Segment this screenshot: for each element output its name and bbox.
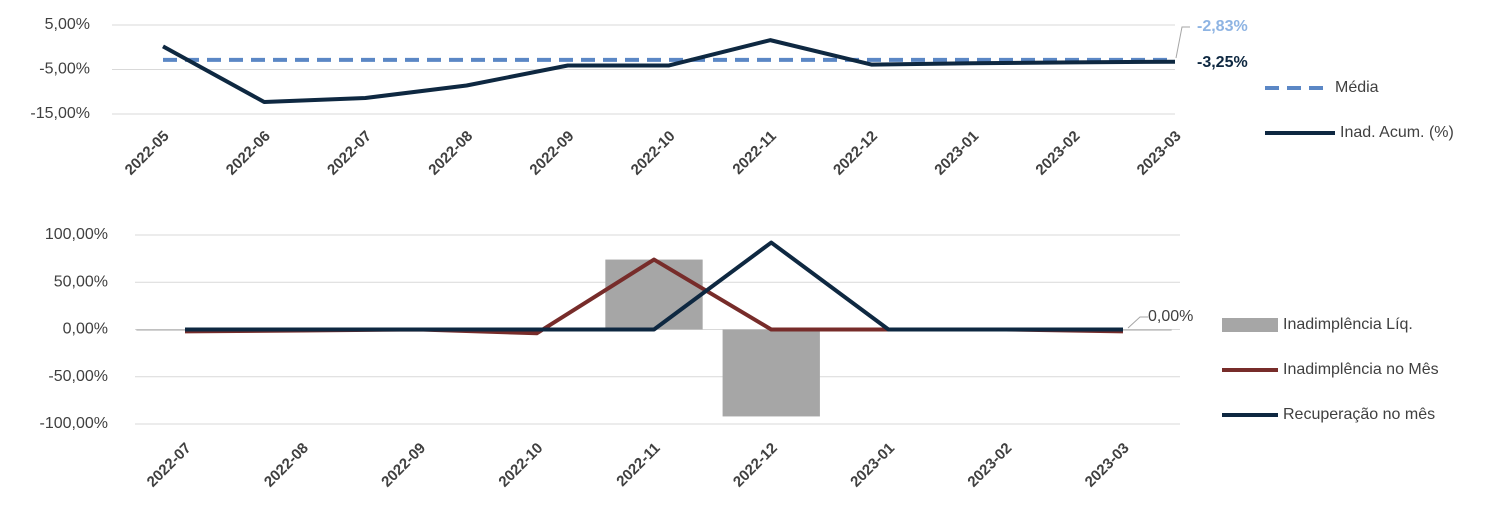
y-tick-label: -50,00% xyxy=(48,368,108,385)
y-tick-label: 0,00% xyxy=(63,321,108,338)
legend-swatch xyxy=(1222,318,1278,332)
legend-label: Inadimplência Líq. xyxy=(1283,316,1413,333)
x-tick-label: 2023-01 xyxy=(931,128,982,179)
x-tick-label: 2022-08 xyxy=(261,440,312,491)
line-series xyxy=(162,38,1176,104)
y-tick-label: -100,00% xyxy=(40,415,109,432)
bar xyxy=(605,259,703,330)
y-tick-label: 50,00% xyxy=(54,273,108,290)
x-tick-label: 2022-09 xyxy=(526,128,577,179)
x-tick-label: 2022-11 xyxy=(729,128,779,178)
y-tick-label: -15,00% xyxy=(30,105,90,122)
y-tick-label: -5,00% xyxy=(39,61,90,78)
x-tick-label: 2022-10 xyxy=(495,440,546,491)
x-tick-label: 2022-12 xyxy=(830,128,881,179)
leader-line xyxy=(1175,26,1190,59)
data-label: -3,25% xyxy=(1197,54,1248,71)
x-tick-label: 2023-02 xyxy=(1032,128,1083,179)
x-tick-label: 2022-05 xyxy=(122,128,173,179)
legend-label: Média xyxy=(1335,79,1379,96)
line-series xyxy=(185,240,1123,332)
leader-line xyxy=(1127,316,1148,329)
x-tick-label: 2023-03 xyxy=(1134,128,1185,179)
x-tick-label: 2022-12 xyxy=(730,440,781,491)
x-tick-label: 2022-10 xyxy=(628,128,679,179)
x-tick-label: 2022-11 xyxy=(613,440,663,490)
x-tick-label: 2022-08 xyxy=(425,128,476,179)
x-tick-label: 2022-07 xyxy=(144,440,195,491)
y-tick-label: 5,00% xyxy=(45,16,90,33)
x-tick-label: 2023-02 xyxy=(964,440,1015,491)
y-tick-label: 100,00% xyxy=(45,226,108,243)
x-tick-label: 2023-01 xyxy=(847,440,898,491)
x-tick-label: 2022-07 xyxy=(324,128,375,179)
legend-label: Inad. Acum. (%) xyxy=(1340,124,1454,141)
bar xyxy=(722,329,820,417)
legend-label: Recuperação no mês xyxy=(1283,406,1435,423)
x-tick-label: 2022-09 xyxy=(378,440,429,491)
data-label: -2,83% xyxy=(1197,18,1248,35)
legend-label: Inadimplência no Mês xyxy=(1283,361,1439,378)
x-tick-label: 2022-06 xyxy=(223,128,274,179)
x-tick-label: 2023-03 xyxy=(1082,440,1133,491)
data-label: 0,00% xyxy=(1148,308,1193,325)
